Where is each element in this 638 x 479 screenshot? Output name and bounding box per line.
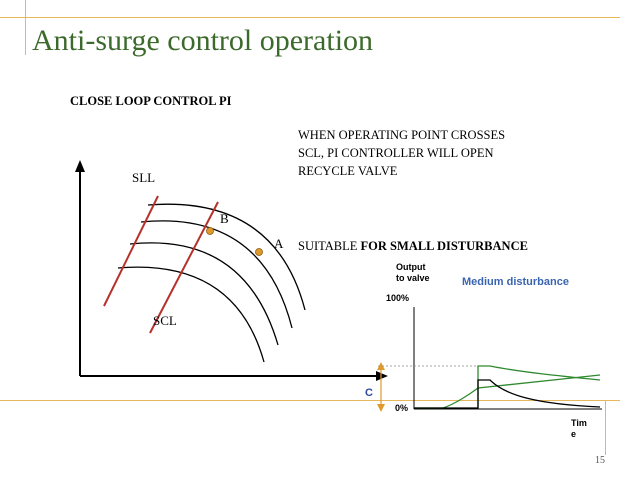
operating-point-b: [206, 227, 214, 235]
frame-bottom-line: [0, 400, 620, 401]
controller-output-step: [477, 365, 601, 408]
speed-curve-4: [117, 266, 265, 363]
time-axis-label: Tim e: [571, 418, 587, 440]
surge-limit-line: [103, 195, 159, 307]
note-line-1: WHEN OPERATING POINT CROSSES: [298, 128, 506, 142]
subtitle: CLOSE LOOP CONTROL PI: [70, 94, 232, 108]
output-axis-label: Output to valve: [396, 262, 430, 284]
map-x-arrow: [376, 371, 388, 381]
suitable-prefix: SUITABLE: [298, 239, 361, 253]
y-tick-100: 100%: [386, 293, 410, 303]
medium-disturbance-label: Medium disturbance: [462, 276, 569, 288]
time-axis-label-line-2: e: [571, 429, 577, 439]
note-line-2: SCL, PI CONTROLLER WILL OPEN: [298, 146, 494, 160]
frame-left-line: [25, 0, 26, 55]
operating-point-a: [255, 248, 263, 256]
slide-title: Anti-surge control operation: [32, 24, 374, 57]
disturbance-step: [414, 379, 601, 409]
frame-right-line: [605, 400, 606, 455]
label-point-b: B: [220, 211, 229, 226]
c-marker-arrow-down: [377, 404, 385, 412]
label-scl: SCL: [153, 313, 177, 328]
speed-curve-1: [147, 203, 306, 311]
output-axis-label-line-1: Output: [396, 262, 426, 272]
page-number: 15: [595, 455, 605, 466]
speed-curve-2: [140, 220, 293, 329]
surge-control-line: [149, 201, 219, 334]
suitable-bold: FOR SMALL DISTURBANCE: [360, 239, 528, 253]
label-point-a: A: [274, 236, 284, 251]
time-axis-label-line-1: Tim: [571, 418, 587, 428]
frame-top-line: [0, 17, 620, 18]
c-marker-arrow-up: [377, 362, 385, 370]
operation-note: WHEN OPERATING POINT CROSSES SCL, PI CON…: [298, 126, 505, 180]
output-axis-label-line-2: to valve: [396, 273, 430, 283]
c-label: C: [365, 387, 373, 399]
label-sll: SLL: [132, 170, 156, 185]
map-y-arrow: [75, 160, 85, 172]
suitable-statement: SUITABLE FOR SMALL DISTURBANCE: [298, 239, 528, 254]
speed-curve-3: [129, 242, 279, 346]
note-line-3: RECYCLE VALVE: [298, 164, 398, 178]
y-tick-0: 0%: [395, 403, 409, 413]
